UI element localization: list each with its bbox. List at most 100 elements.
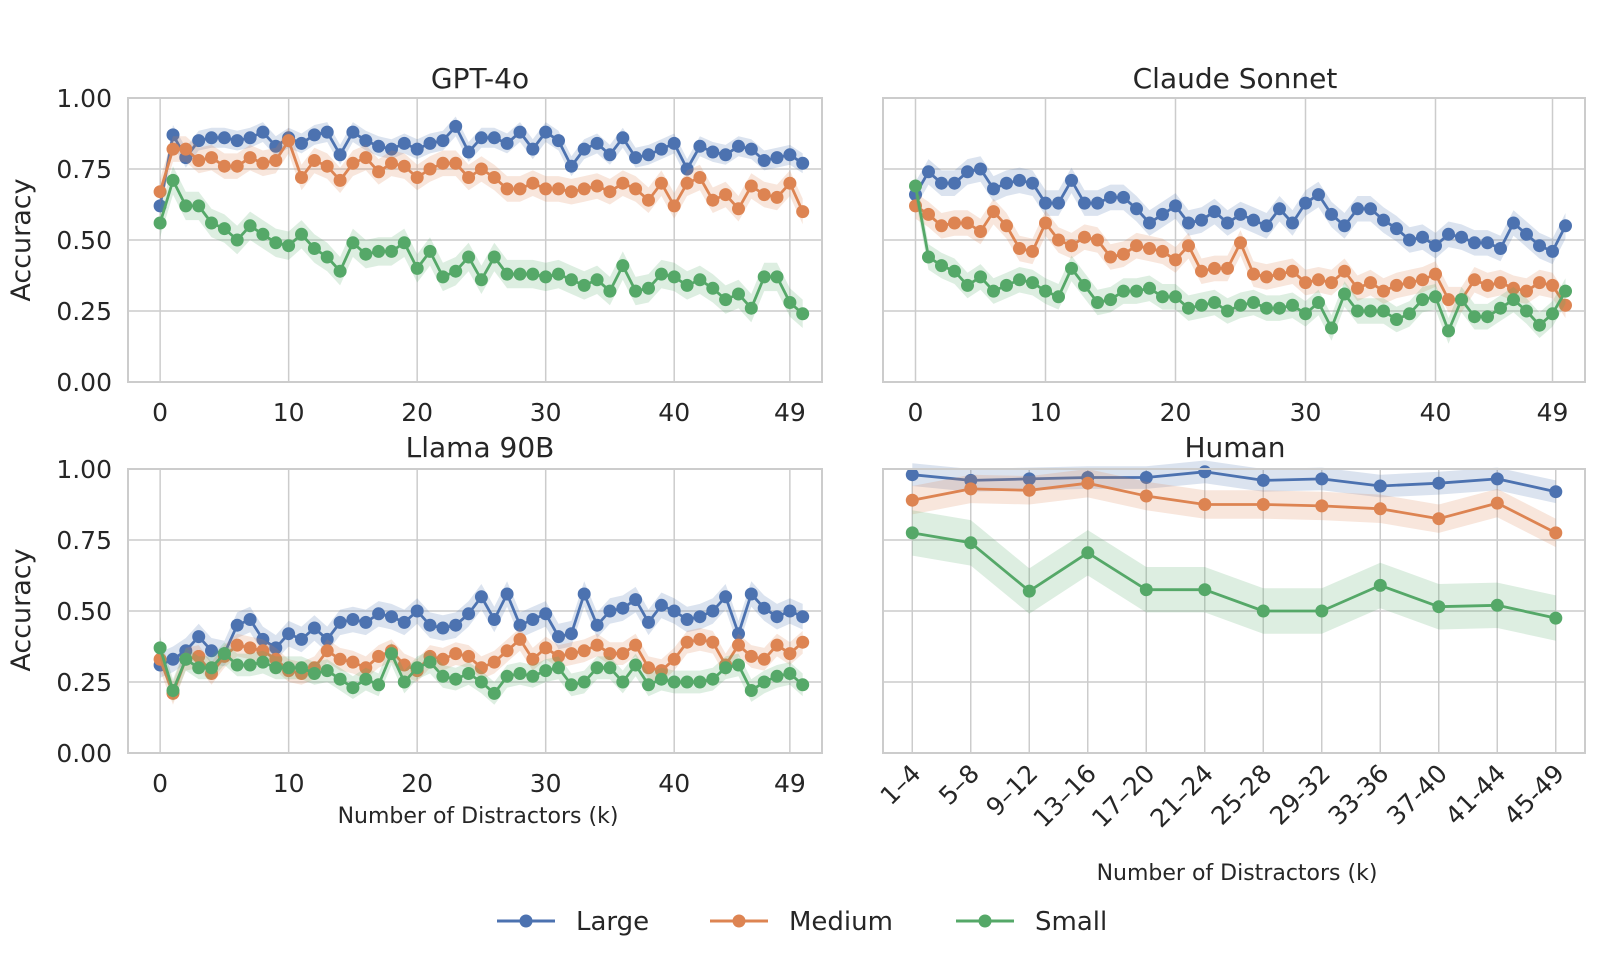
data-point xyxy=(948,216,961,230)
data-point xyxy=(1078,196,1091,210)
data-point xyxy=(1013,242,1026,255)
legend-marker xyxy=(732,914,746,928)
data-point xyxy=(526,142,540,156)
data-point xyxy=(757,188,771,202)
data-point xyxy=(1559,284,1572,298)
data-point xyxy=(1377,213,1390,227)
data-point xyxy=(1507,293,1520,307)
data-point xyxy=(423,618,437,632)
data-point xyxy=(243,658,257,672)
y-tick-label: 1.00 xyxy=(56,455,112,484)
data-point xyxy=(166,128,180,142)
data-point xyxy=(359,661,373,675)
data-point xyxy=(359,151,373,165)
data-point xyxy=(372,244,386,258)
data-point xyxy=(449,156,463,170)
data-point xyxy=(603,604,617,618)
data-point xyxy=(629,593,643,607)
data-point xyxy=(436,270,450,284)
data-point xyxy=(642,281,655,295)
panel-title: Claude Sonnet xyxy=(1133,62,1338,95)
data-point xyxy=(732,287,745,301)
x-tick-label: 10 xyxy=(273,769,305,798)
data-point xyxy=(346,681,360,695)
data-point xyxy=(1169,290,1182,304)
data-point xyxy=(987,182,1000,196)
data-point xyxy=(295,661,308,675)
data-point xyxy=(757,154,771,167)
data-point xyxy=(205,151,218,165)
data-point xyxy=(423,244,437,258)
data-point xyxy=(462,171,476,184)
x-tick-label: 37-40 xyxy=(1381,759,1453,831)
confidence-band xyxy=(915,173,1566,344)
data-point xyxy=(423,655,437,669)
data-point xyxy=(974,270,987,284)
data-point xyxy=(577,644,591,658)
data-point xyxy=(1143,216,1156,230)
confidence-band xyxy=(915,193,1566,319)
data-point xyxy=(513,182,527,196)
data-point xyxy=(922,207,935,221)
data-point xyxy=(372,165,386,179)
x-axis-label: Number of Distractors (k) xyxy=(338,804,619,829)
data-point xyxy=(603,647,617,661)
data-point xyxy=(1468,236,1481,250)
data-point xyxy=(333,148,347,162)
data-point xyxy=(796,610,810,624)
data-point xyxy=(385,244,398,258)
data-point xyxy=(616,647,630,661)
legend-label: Medium xyxy=(789,907,893,937)
data-point xyxy=(706,604,720,618)
data-point xyxy=(1315,472,1329,486)
data-point xyxy=(1221,304,1234,318)
data-point xyxy=(526,652,540,666)
data-point xyxy=(217,647,231,661)
data-point xyxy=(166,652,180,666)
data-point xyxy=(1247,213,1260,227)
legend-label: Small xyxy=(1035,907,1107,937)
data-point xyxy=(961,216,974,230)
series-medium xyxy=(905,469,1563,548)
data-point xyxy=(1494,301,1507,315)
panel-title: GPT-4o xyxy=(431,62,529,95)
data-point xyxy=(1481,278,1494,292)
data-point xyxy=(1559,298,1572,312)
data-point xyxy=(590,618,604,632)
data-point xyxy=(552,134,565,148)
data-point xyxy=(192,154,206,167)
data-point xyxy=(987,205,1000,219)
series-large xyxy=(909,156,1572,265)
data-point xyxy=(217,222,231,236)
data-point xyxy=(1390,313,1403,326)
data-point xyxy=(552,182,565,196)
data-point xyxy=(1468,273,1481,287)
data-point xyxy=(372,649,386,663)
data-point xyxy=(372,139,386,153)
data-point xyxy=(1081,476,1095,490)
data-point xyxy=(796,156,810,170)
x-tick-label: 10 xyxy=(273,398,305,427)
data-point xyxy=(320,632,334,646)
x-tick-label: 49 xyxy=(1537,398,1569,427)
x-tick-label: 17–20 xyxy=(1086,759,1160,833)
data-point xyxy=(1065,173,1078,187)
x-tick-label: 20 xyxy=(401,398,433,427)
data-point xyxy=(616,675,630,689)
data-point xyxy=(948,176,961,190)
data-point xyxy=(616,176,630,190)
data-point xyxy=(1156,207,1169,221)
data-point xyxy=(577,278,591,292)
data-point xyxy=(577,182,591,196)
axes-frame xyxy=(882,468,1586,754)
data-point xyxy=(1351,202,1364,216)
data-point xyxy=(282,627,296,641)
data-point xyxy=(1468,310,1481,324)
data-point xyxy=(1091,296,1104,309)
data-point xyxy=(307,154,321,167)
data-point xyxy=(1260,270,1273,284)
data-point xyxy=(372,607,386,621)
data-point xyxy=(474,675,488,689)
data-point xyxy=(1000,176,1013,190)
data-point xyxy=(462,649,476,663)
